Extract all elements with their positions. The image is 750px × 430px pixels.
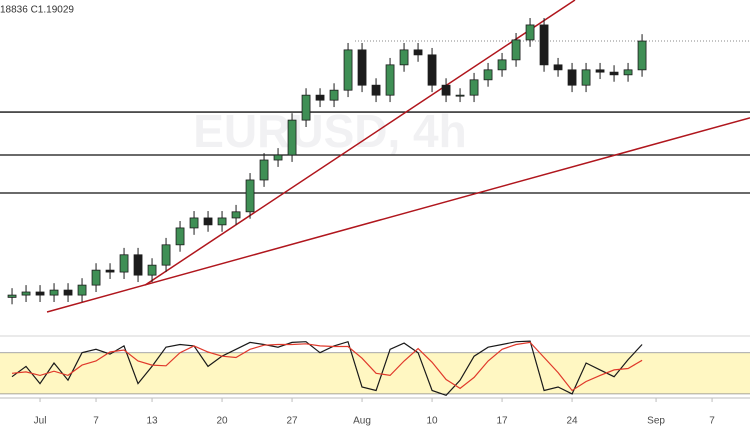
candle-body	[105, 269, 115, 273]
candle-body	[441, 84, 451, 96]
candle-body	[245, 179, 255, 213]
candle-body	[413, 49, 423, 56]
candle-body	[49, 289, 59, 296]
x-tick-label: 17	[496, 416, 508, 427]
x-tick-label: Aug	[353, 416, 371, 427]
candle-body	[35, 291, 45, 296]
x-tick-label: 7	[709, 416, 715, 427]
candle-body	[7, 294, 17, 298]
price-pane	[0, 0, 750, 313]
time-axis: Jul 7 13 20 27 Aug 10 17 24 Sep 7	[34, 398, 715, 427]
candle-body	[399, 49, 409, 66]
x-tick-label: 20	[216, 416, 228, 427]
candle-body	[357, 49, 367, 86]
candle-body	[231, 211, 241, 219]
candle-body	[385, 64, 395, 96]
x-tick-label: 10	[426, 416, 438, 427]
x-tick-label: 13	[146, 416, 158, 427]
candle-body	[315, 94, 325, 101]
candle-body	[63, 289, 73, 296]
candle-body	[581, 69, 591, 86]
candle-body	[301, 94, 311, 121]
x-tick-label: 7	[93, 416, 99, 427]
candle-body	[567, 69, 577, 86]
candle-body	[427, 54, 437, 86]
candle-body	[259, 159, 269, 181]
candle-body	[553, 64, 563, 71]
oscillator-pane	[0, 340, 750, 396]
candle-body	[203, 217, 213, 226]
candle-body	[217, 217, 227, 226]
candle-body	[497, 59, 507, 71]
candle-body	[133, 254, 143, 276]
candle-body	[595, 69, 605, 73]
trend-line	[46, 117, 750, 313]
candle-body	[511, 39, 521, 61]
candle-body	[119, 254, 129, 273]
candle-body	[91, 269, 101, 286]
candle-body	[343, 49, 353, 91]
x-tick-label: 24	[566, 416, 578, 427]
oscillator-band	[0, 352, 750, 394]
x-tick-label: Sep	[647, 416, 665, 427]
candle-body	[77, 284, 87, 296]
trend-line	[144, 0, 576, 286]
candle-body	[147, 264, 157, 276]
candle-body	[469, 79, 479, 96]
candle-body	[637, 40, 647, 71]
candle-body	[525, 24, 535, 41]
candle-body	[161, 244, 171, 266]
candle-body	[287, 119, 297, 156]
candle-body	[539, 24, 549, 66]
candle-body	[623, 69, 633, 76]
candle-body	[371, 84, 381, 96]
candle-body	[329, 89, 339, 101]
candle-body	[189, 217, 199, 229]
x-tick-label: Jul	[34, 416, 47, 427]
ohlc-text: 18836 C1.19029	[0, 5, 74, 16]
x-tick-label: 27	[286, 416, 298, 427]
candle-body	[483, 69, 493, 81]
candle-body	[609, 71, 619, 76]
candle-body	[273, 154, 283, 161]
watermark: EURUSD, 4h	[193, 105, 466, 157]
candle-body	[21, 291, 31, 296]
oscillator-line	[11, 340, 643, 396]
candle-body	[175, 227, 185, 246]
oscillator-line	[11, 341, 643, 392]
candle-body	[455, 94, 465, 97]
